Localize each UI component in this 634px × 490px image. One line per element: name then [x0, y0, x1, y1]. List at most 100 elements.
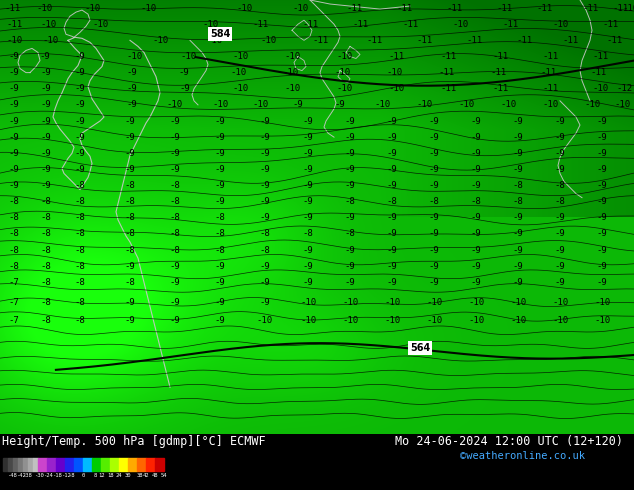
Text: -9: -9 — [127, 68, 138, 77]
Text: -8: -8 — [75, 245, 86, 255]
Text: -8: -8 — [387, 197, 398, 206]
Text: -10: -10 — [594, 298, 610, 307]
Text: -38: -38 — [22, 472, 32, 478]
Text: -9: -9 — [429, 133, 439, 142]
Text: -9: -9 — [170, 298, 181, 307]
Text: -10: -10 — [282, 68, 298, 77]
Bar — [23, 458, 28, 470]
Text: -9: -9 — [387, 278, 398, 287]
Text: -8: -8 — [555, 181, 566, 190]
Text: -8: -8 — [125, 197, 136, 206]
Text: -10: -10 — [230, 68, 246, 77]
Text: -9: -9 — [125, 133, 136, 142]
Text: Mo 24-06-2024 12:00 UTC (12+120): Mo 24-06-2024 12:00 UTC (12+120) — [395, 435, 623, 448]
Text: -10: -10 — [167, 100, 183, 109]
Text: -9: -9 — [75, 68, 86, 77]
Text: 8: 8 — [94, 472, 97, 478]
Text: -9: -9 — [75, 84, 86, 93]
Text: -9: -9 — [127, 100, 138, 109]
Text: -9: -9 — [9, 181, 20, 190]
Text: -10: -10 — [614, 100, 630, 109]
Text: 0: 0 — [82, 472, 85, 478]
Text: -10: -10 — [92, 20, 108, 29]
Text: -11: -11 — [492, 52, 508, 61]
Text: -8: -8 — [260, 229, 270, 239]
Text: -8: -8 — [125, 181, 136, 190]
Text: -10: -10 — [594, 316, 610, 325]
Text: -11: -11 — [497, 3, 513, 13]
Text: -9: -9 — [429, 149, 439, 158]
Text: -9: -9 — [215, 133, 225, 142]
Text: -11: -11 — [388, 52, 404, 61]
Bar — [146, 458, 155, 470]
Text: -10: -10 — [257, 316, 273, 325]
Text: -10: -10 — [336, 84, 352, 93]
Text: -10: -10 — [232, 84, 248, 93]
Text: -10: -10 — [336, 52, 352, 61]
Text: -10: -10 — [40, 20, 56, 29]
Text: -9: -9 — [302, 262, 313, 271]
Text: -11: -11 — [252, 20, 268, 29]
Text: -8: -8 — [215, 213, 225, 222]
Text: -10: -10 — [207, 36, 223, 45]
Bar — [13, 458, 18, 470]
Text: -10: -10 — [152, 36, 168, 45]
Text: 12: 12 — [98, 472, 105, 478]
Text: -11: -11 — [540, 68, 556, 77]
Text: -9: -9 — [9, 165, 20, 174]
Text: -9: -9 — [179, 68, 190, 77]
Text: -9: -9 — [170, 278, 181, 287]
Text: -8: -8 — [513, 197, 524, 206]
Text: -9: -9 — [302, 197, 313, 206]
Text: -10: -10 — [284, 52, 300, 61]
Text: -8: -8 — [75, 181, 86, 190]
Text: -9: -9 — [75, 117, 86, 125]
Text: -8: -8 — [125, 229, 136, 239]
Text: -9: -9 — [470, 133, 481, 142]
Text: -9: -9 — [170, 133, 181, 142]
Text: -10: -10 — [36, 3, 52, 13]
Text: -9: -9 — [429, 213, 439, 222]
Text: -11: -11 — [502, 20, 518, 29]
Text: -9: -9 — [260, 213, 270, 222]
Text: -9: -9 — [387, 245, 398, 255]
Text: -10: -10 — [622, 3, 634, 13]
Text: -12: -12 — [61, 472, 70, 478]
Text: -10: -10 — [468, 298, 484, 307]
Text: -8: -8 — [75, 197, 86, 206]
Text: -9: -9 — [597, 181, 607, 190]
Text: -9: -9 — [260, 278, 270, 287]
Text: -9: -9 — [597, 165, 607, 174]
Bar — [119, 458, 128, 470]
Text: -8: -8 — [75, 278, 86, 287]
Text: -9: -9 — [125, 117, 136, 125]
Text: -9: -9 — [39, 52, 50, 61]
Text: -9: -9 — [345, 213, 356, 222]
Text: -10: -10 — [342, 298, 358, 307]
Text: -9: -9 — [127, 84, 138, 93]
Text: -8: -8 — [41, 229, 51, 239]
Text: -10: -10 — [252, 100, 268, 109]
Text: -8: -8 — [41, 278, 51, 287]
Text: -9: -9 — [260, 262, 270, 271]
Text: -9: -9 — [215, 316, 225, 325]
Bar — [128, 458, 137, 470]
Text: 18: 18 — [107, 472, 113, 478]
Text: -8: -8 — [345, 229, 356, 239]
Bar — [83, 458, 92, 470]
Text: -9: -9 — [429, 181, 439, 190]
Text: -9: -9 — [513, 278, 524, 287]
Text: -9: -9 — [302, 117, 313, 125]
Text: 42: 42 — [143, 472, 150, 478]
Text: -8: -8 — [75, 213, 86, 222]
Text: -11: -11 — [438, 68, 454, 77]
Text: -8: -8 — [75, 229, 86, 239]
Text: -9: -9 — [260, 165, 270, 174]
Text: -11: -11 — [612, 3, 628, 13]
Text: 24: 24 — [116, 472, 122, 478]
Text: ©weatheronline.co.uk: ©weatheronline.co.uk — [460, 451, 585, 461]
Text: -9: -9 — [387, 213, 398, 222]
Text: -9: -9 — [302, 245, 313, 255]
Text: -8: -8 — [68, 472, 75, 478]
Text: -9: -9 — [41, 149, 51, 158]
